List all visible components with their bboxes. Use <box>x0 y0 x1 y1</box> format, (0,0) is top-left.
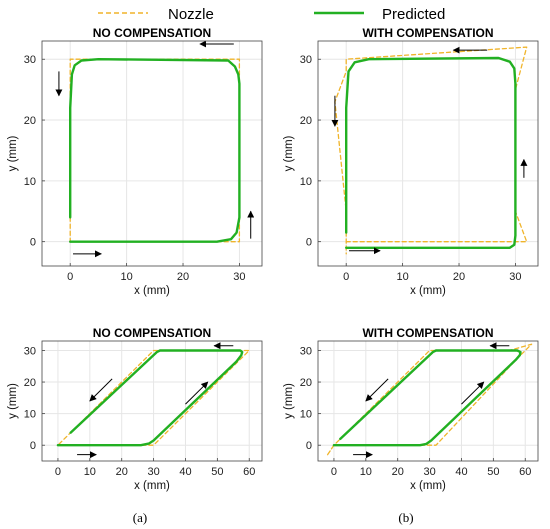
panel-2-series-nozzle <box>334 46 528 255</box>
panels: 0 10 20 30 0 10 20 30 NO COMPENSATION x (mm) y (mm… <box>7 26 539 492</box>
panel-3-direction-arrow-4 <box>89 378 113 402</box>
panel-1-x-axis-label: x (mm) <box>134 285 170 297</box>
panel-3-direction-arrow-2 <box>185 381 209 405</box>
panel-3-x-tick-label: 0 <box>55 466 61 478</box>
panel-3-y-tick-label: 30 <box>24 345 36 357</box>
panel-4-x-tick-label: 40 <box>455 466 467 478</box>
panel-4-y-tick-label: 10 <box>300 409 312 421</box>
panel-1-y-tick-label: 10 <box>24 176 36 188</box>
panel-3-title: NO COMPENSATION <box>93 326 211 340</box>
panel-4-x-tick-label: 30 <box>423 466 435 478</box>
panel-1-x-tick-label: 10 <box>120 271 132 283</box>
panel-3-x-tick-label: 50 <box>211 466 223 478</box>
panel-4-title: WITH COMPENSATION <box>362 326 493 340</box>
panel-2-y-tick-label: 30 <box>300 54 312 66</box>
panel-3-x-tick-label: 30 <box>147 466 159 478</box>
panel-1-series-predicted <box>69 58 241 243</box>
panel-2-x-tick-label: 10 <box>396 271 408 283</box>
panel-1-x-tick-label: 20 <box>177 271 189 283</box>
panel-3-series-predicted <box>56 349 244 447</box>
panel-4-x-tick-label: 0 <box>331 466 337 478</box>
panel-3-y-axis-label: y (mm) <box>7 383 19 419</box>
panel-4-axes-frame <box>317 340 539 462</box>
panel-4-y-tick-label: 0 <box>306 440 312 452</box>
panel-3-y-tick-label: 10 <box>24 409 36 421</box>
panel-1-x-tick-label: 30 <box>233 271 245 283</box>
panel-2-x-tick-label: 30 <box>509 271 521 283</box>
panel-1-y-tick-label: 30 <box>24 54 36 66</box>
panel-4-x-tick-label: 60 <box>519 466 531 478</box>
panel-2-series-predicted <box>345 56 517 249</box>
panel-4-x-tick-label: 20 <box>392 466 404 478</box>
panel-4-direction-arrow-2 <box>461 381 485 405</box>
panel-2: 0 10 20 30 0 10 20 30 WITH COMPENSATION x (mm) y (… <box>283 26 539 297</box>
panel-3-plot-area <box>42 341 262 461</box>
panel-2-y-tick-label: 10 <box>300 176 312 188</box>
panel-3-axes-frame <box>41 340 263 462</box>
caption-b: (b) <box>398 510 413 525</box>
legend-label-nozzle: Nozzle <box>168 6 214 23</box>
panel-4-y-tick-label: 20 <box>300 377 312 389</box>
panel-1-axes-frame <box>41 40 263 267</box>
panel-4-direction-arrow-4 <box>365 378 389 402</box>
legend: Nozzle Predicted <box>98 6 445 23</box>
panel-1-y-axis-label: y (mm) <box>7 135 19 171</box>
panel-2-title: WITH COMPENSATION <box>362 26 493 40</box>
panel-1-title: NO COMPENSATION <box>93 26 211 40</box>
panel-2-y-tick-label: 0 <box>306 237 312 249</box>
panel-4: 0 10 20 30 40 50 60 0 10 20 30 WITH COMPENSATION x (… <box>283 326 539 492</box>
panel-1-x-tick-label: 0 <box>67 271 73 283</box>
panel-3-x-tick-label: 10 <box>84 466 96 478</box>
panel-4-y-axis-label: y (mm) <box>283 383 295 419</box>
panel-3-x-tick-label: 20 <box>116 466 128 478</box>
panel-4-x-tick-label: 50 <box>487 466 499 478</box>
panel-2-x-axis-label: x (mm) <box>410 285 446 297</box>
panel-2-x-tick-label: 0 <box>343 271 349 283</box>
panel-3-y-tick-label: 0 <box>30 440 36 452</box>
caption-a: (a) <box>133 510 147 525</box>
panel-4-series-predicted <box>332 349 522 447</box>
panel-1-y-tick-label: 0 <box>30 237 36 249</box>
panel-2-y-axis-label: y (mm) <box>283 135 295 171</box>
panel-1-plot-area <box>42 41 262 266</box>
panel-4-y-tick-label: 30 <box>300 345 312 357</box>
panel-4-plot-area <box>318 341 538 461</box>
panel-4-x-tick-label: 10 <box>360 466 372 478</box>
panel-4-x-axis-label: x (mm) <box>410 480 446 492</box>
panel-3-x-tick-label: 60 <box>243 466 255 478</box>
panel-3-x-tick-label: 40 <box>179 466 191 478</box>
panel-3: 0 10 20 30 40 50 60 0 10 20 30 NO COMPENSATION x (mm… <box>7 326 263 492</box>
legend-label-predicted: Predicted <box>382 6 445 23</box>
panel-3-y-tick-label: 20 <box>24 377 36 389</box>
panel-2-plot-area <box>318 41 538 266</box>
panel-3-x-axis-label: x (mm) <box>134 480 170 492</box>
panel-2-axes-frame <box>317 40 539 267</box>
panel-2-x-tick-label: 20 <box>453 271 465 283</box>
panel-1-y-tick-label: 20 <box>24 115 36 127</box>
panel-2-y-tick-label: 20 <box>300 115 312 127</box>
panel-1: 0 10 20 30 0 10 20 30 NO COMPENSATION x (mm) y (mm… <box>7 26 263 297</box>
